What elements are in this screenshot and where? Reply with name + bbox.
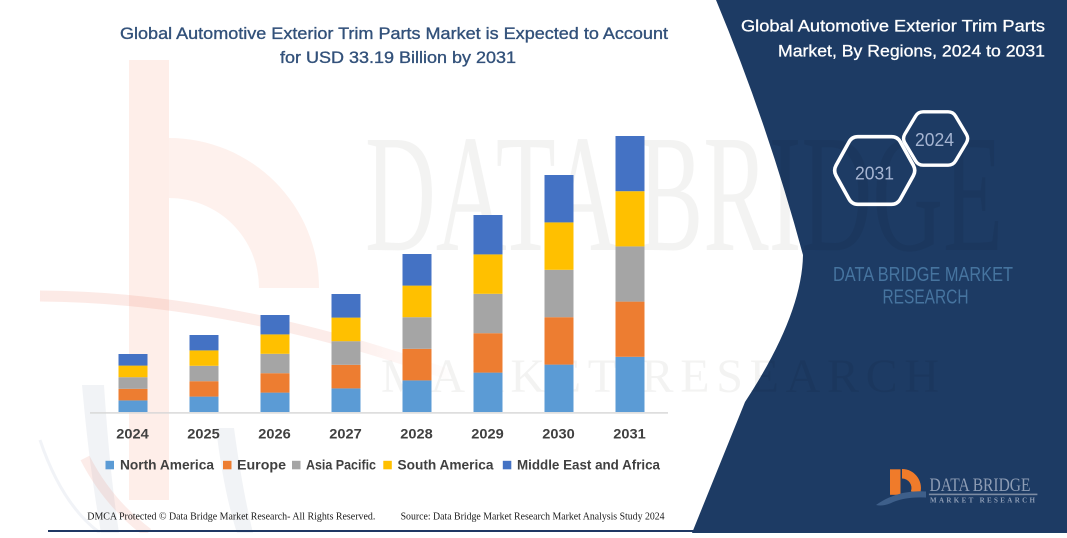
svg-text:2026: 2026 xyxy=(258,427,291,442)
svg-text:DATA BRIDGE MARKET: DATA BRIDGE MARKET xyxy=(833,264,1013,286)
svg-text:RESEARCH: RESEARCH xyxy=(883,287,969,309)
svg-text:2031: 2031 xyxy=(855,163,894,184)
svg-text:for USD 33.19 Billion by 2031: for USD 33.19 Billion by 2031 xyxy=(280,48,516,67)
svg-text:2025: 2025 xyxy=(187,427,220,442)
svg-text:South America: South America xyxy=(398,456,494,472)
svg-text:DMCA Protected © Data Bridge M: DMCA Protected © Data Bridge Market Rese… xyxy=(87,512,375,523)
svg-text:Market, By Regions, 2024 to 20: Market, By Regions, 2024 to 2031 xyxy=(778,43,1045,61)
svg-text:Global Automotive Exterior Tri: Global Automotive Exterior Trim Parts Ma… xyxy=(120,24,668,43)
svg-text:Middle East and Africa: Middle East and Africa xyxy=(517,456,660,472)
svg-text:Asia Pacific: Asia Pacific xyxy=(306,456,376,472)
svg-text:2024: 2024 xyxy=(915,129,954,150)
svg-text:2024: 2024 xyxy=(116,427,149,442)
svg-text:North America: North America xyxy=(120,456,214,472)
svg-text:2029: 2029 xyxy=(471,427,504,442)
svg-text:Global Automotive Exterior Tri: Global Automotive Exterior Trim Parts xyxy=(741,18,1045,36)
svg-text:2030: 2030 xyxy=(542,427,575,442)
svg-text:2028: 2028 xyxy=(400,427,433,442)
svg-text:Europe: Europe xyxy=(237,456,286,472)
svg-text:2027: 2027 xyxy=(329,427,362,442)
svg-text:Source: Data Bridge Market Res: Source: Data Bridge Market Research Mark… xyxy=(401,512,666,523)
svg-text:2031: 2031 xyxy=(613,427,646,442)
svg-text:MARKET RESEARCH: MARKET RESEARCH xyxy=(930,496,1038,504)
svg-text:DATA BRIDGE: DATA BRIDGE xyxy=(930,475,1031,496)
